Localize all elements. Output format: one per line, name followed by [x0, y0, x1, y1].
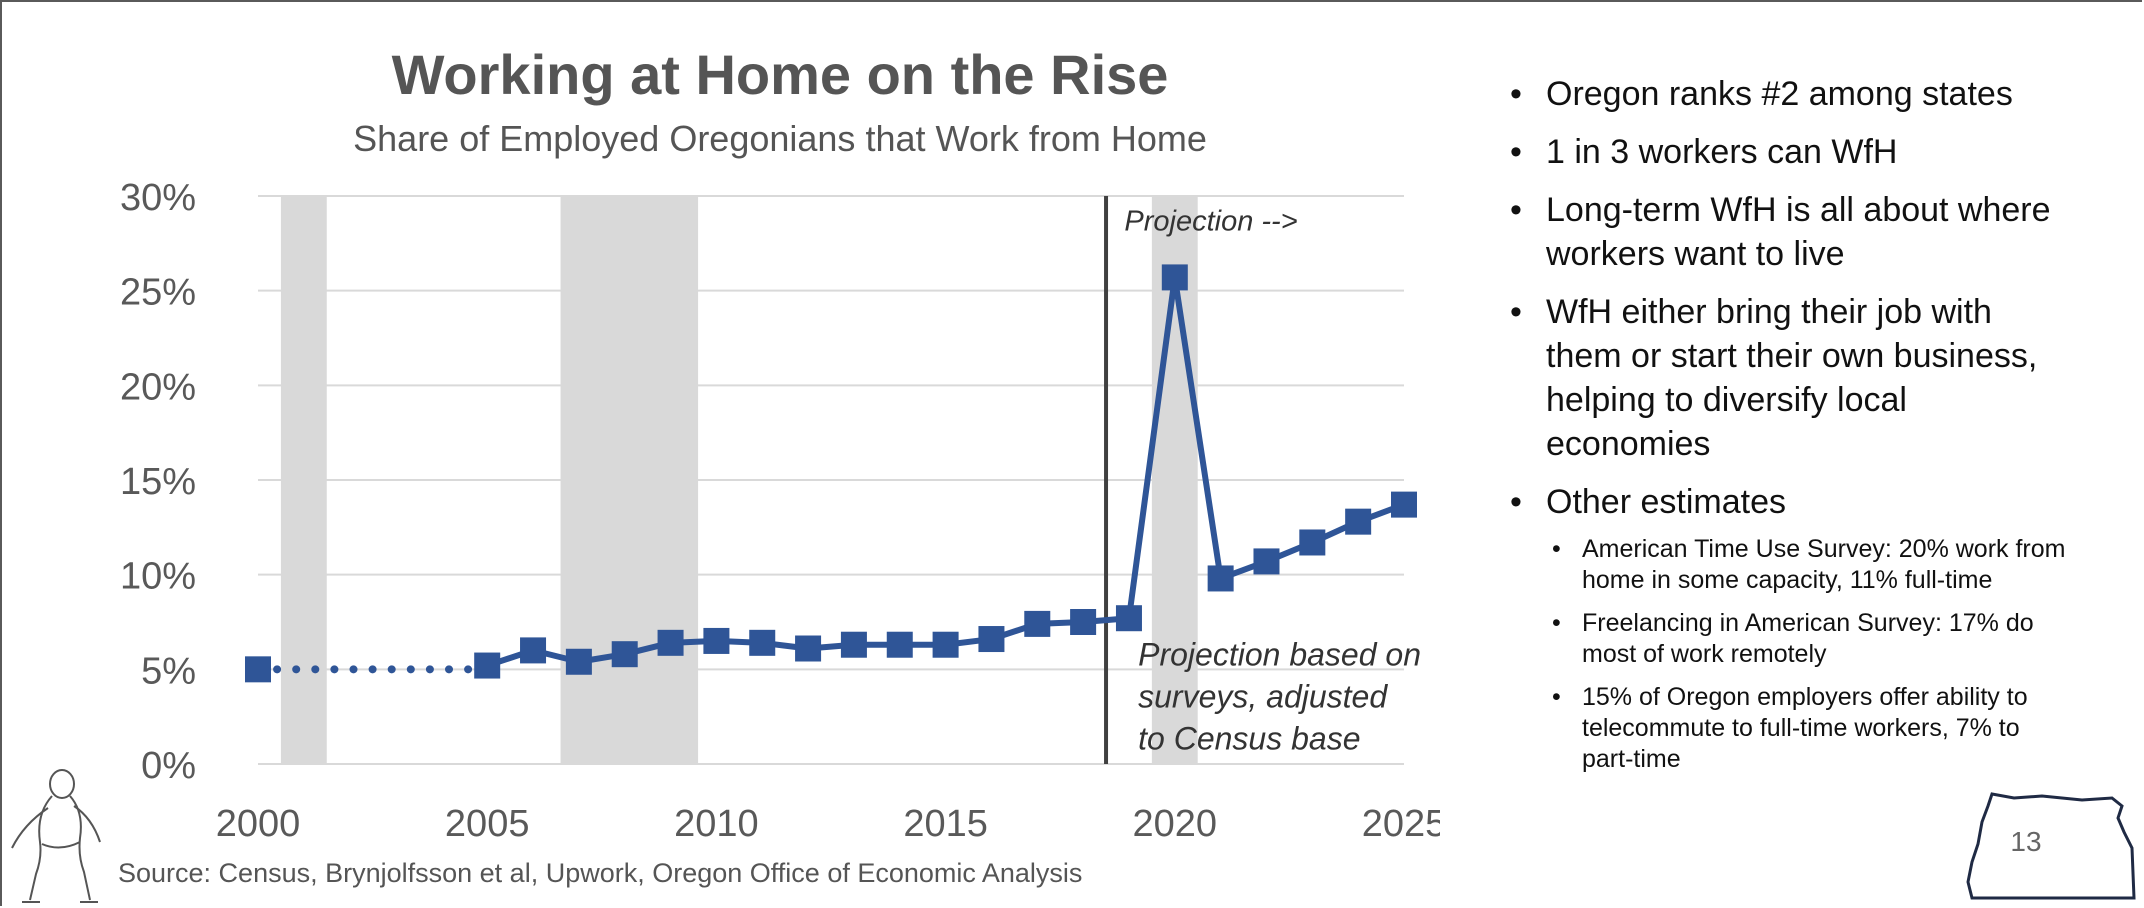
y-tick-label: 15% [120, 461, 196, 503]
y-tick-label: 25% [120, 272, 196, 314]
series-marker [611, 641, 638, 668]
sub-bullet-list: American Time Use Survey: 20% work from … [1546, 534, 2070, 775]
series-marker [565, 648, 592, 675]
x-tick-label: 2010 [674, 803, 759, 845]
x-tick-labels: 2000 2005 2010 2015 2020 2025 [216, 803, 1440, 845]
series-marker [1391, 491, 1417, 518]
bigfoot-icon [11, 769, 101, 903]
series-marker [474, 652, 501, 679]
series-marker [703, 627, 730, 654]
sub-bullet-item: Freelancing in American Survey: 17% do m… [1546, 608, 2070, 670]
bullet-item: 1 in 3 workers can WfH [1510, 130, 2070, 174]
projection-note-line: Projection based on [1138, 636, 1421, 672]
series-markers [245, 264, 1417, 683]
slide-number: 13 [2010, 826, 2042, 857]
series-marker [1115, 605, 1142, 632]
y-tick-label: 10% [120, 556, 196, 598]
bullet-item: WfH either bring their job with them or … [1510, 290, 2070, 466]
dotted-series-dot [311, 665, 320, 674]
series-marker [795, 635, 822, 662]
gridlines [258, 195, 1404, 765]
dotted-series-dot [464, 665, 473, 674]
y-tick-label: 20% [120, 366, 196, 408]
dotted-series-dot [330, 665, 339, 674]
dotted-series-dot [368, 665, 377, 674]
dotted-series-dot [349, 665, 358, 674]
x-tick-label: 2015 [903, 803, 988, 845]
line-chart: 0% 5% 10% 15% 20% 25% 30% 2000 2005 2010 2015 2020… [120, 177, 1440, 845]
bullet-item: Oregon ranks #2 among states [1510, 72, 2070, 116]
series-marker [749, 629, 776, 656]
y-tick-label: 0% [141, 745, 196, 787]
series-marker [978, 626, 1005, 653]
series-marker [886, 631, 913, 658]
dotted-series [273, 665, 473, 674]
series-marker [1207, 565, 1234, 592]
series-marker [1253, 548, 1280, 575]
bullet-item-label: Other estimates [1546, 483, 1786, 521]
projection-annotation: Projection --> [1124, 206, 1297, 238]
series-marker [657, 629, 684, 656]
y-tick-labels: 0% 5% 10% 15% 20% 25% 30% [120, 177, 196, 787]
x-tick-label: 2025 [1362, 803, 1440, 845]
dotted-series-dot [445, 665, 453, 674]
bullet-item-other-estimates: Other estimates American Time Use Survey… [1510, 480, 2070, 775]
x-tick-label: 2005 [445, 803, 530, 845]
projection-note-line: to Census base [1138, 720, 1360, 756]
dotted-series-dot [273, 665, 282, 674]
series-marker [840, 631, 867, 658]
sub-bullet-item: 15% of Oregon employers offer ability to… [1546, 682, 2070, 775]
oregon-outline-icon [1966, 792, 2136, 900]
dotted-series-dot [406, 665, 415, 674]
series-marker [1024, 610, 1051, 637]
series-marker [520, 637, 547, 664]
y-tick-label: 5% [141, 650, 196, 692]
x-tick-label: 2020 [1133, 803, 1218, 845]
bullet-list: Oregon ranks #2 among states 1 in 3 work… [1510, 72, 2070, 789]
series-marker [1299, 529, 1326, 556]
dotted-series-dot [387, 665, 396, 674]
chart-title: Working at Home on the Rise [391, 43, 1169, 106]
bullet-item: Long-term WfH is all about where workers… [1510, 188, 2070, 276]
series-marker [245, 656, 271, 683]
chart-annotations: Projection --> Projection based on surveys… [1124, 206, 1421, 757]
series-marker [1345, 508, 1372, 535]
x-tick-label: 2000 [216, 803, 301, 845]
projection-note-line: surveys, adjusted [1138, 678, 1388, 714]
dotted-series-dot [292, 665, 301, 674]
y-tick-label: 30% [120, 177, 196, 219]
sub-bullet-item: American Time Use Survey: 20% work from … [1546, 534, 2070, 596]
series-marker [1070, 609, 1097, 635]
series-marker [932, 631, 959, 658]
series-marker [1161, 264, 1188, 291]
dotted-series-dot [425, 665, 434, 674]
source-note: Source: Census, Brynjolfsson et al, Upwo… [118, 858, 1083, 888]
chart-subtitle: Share of Employed Oregonians that Work f… [353, 118, 1207, 159]
